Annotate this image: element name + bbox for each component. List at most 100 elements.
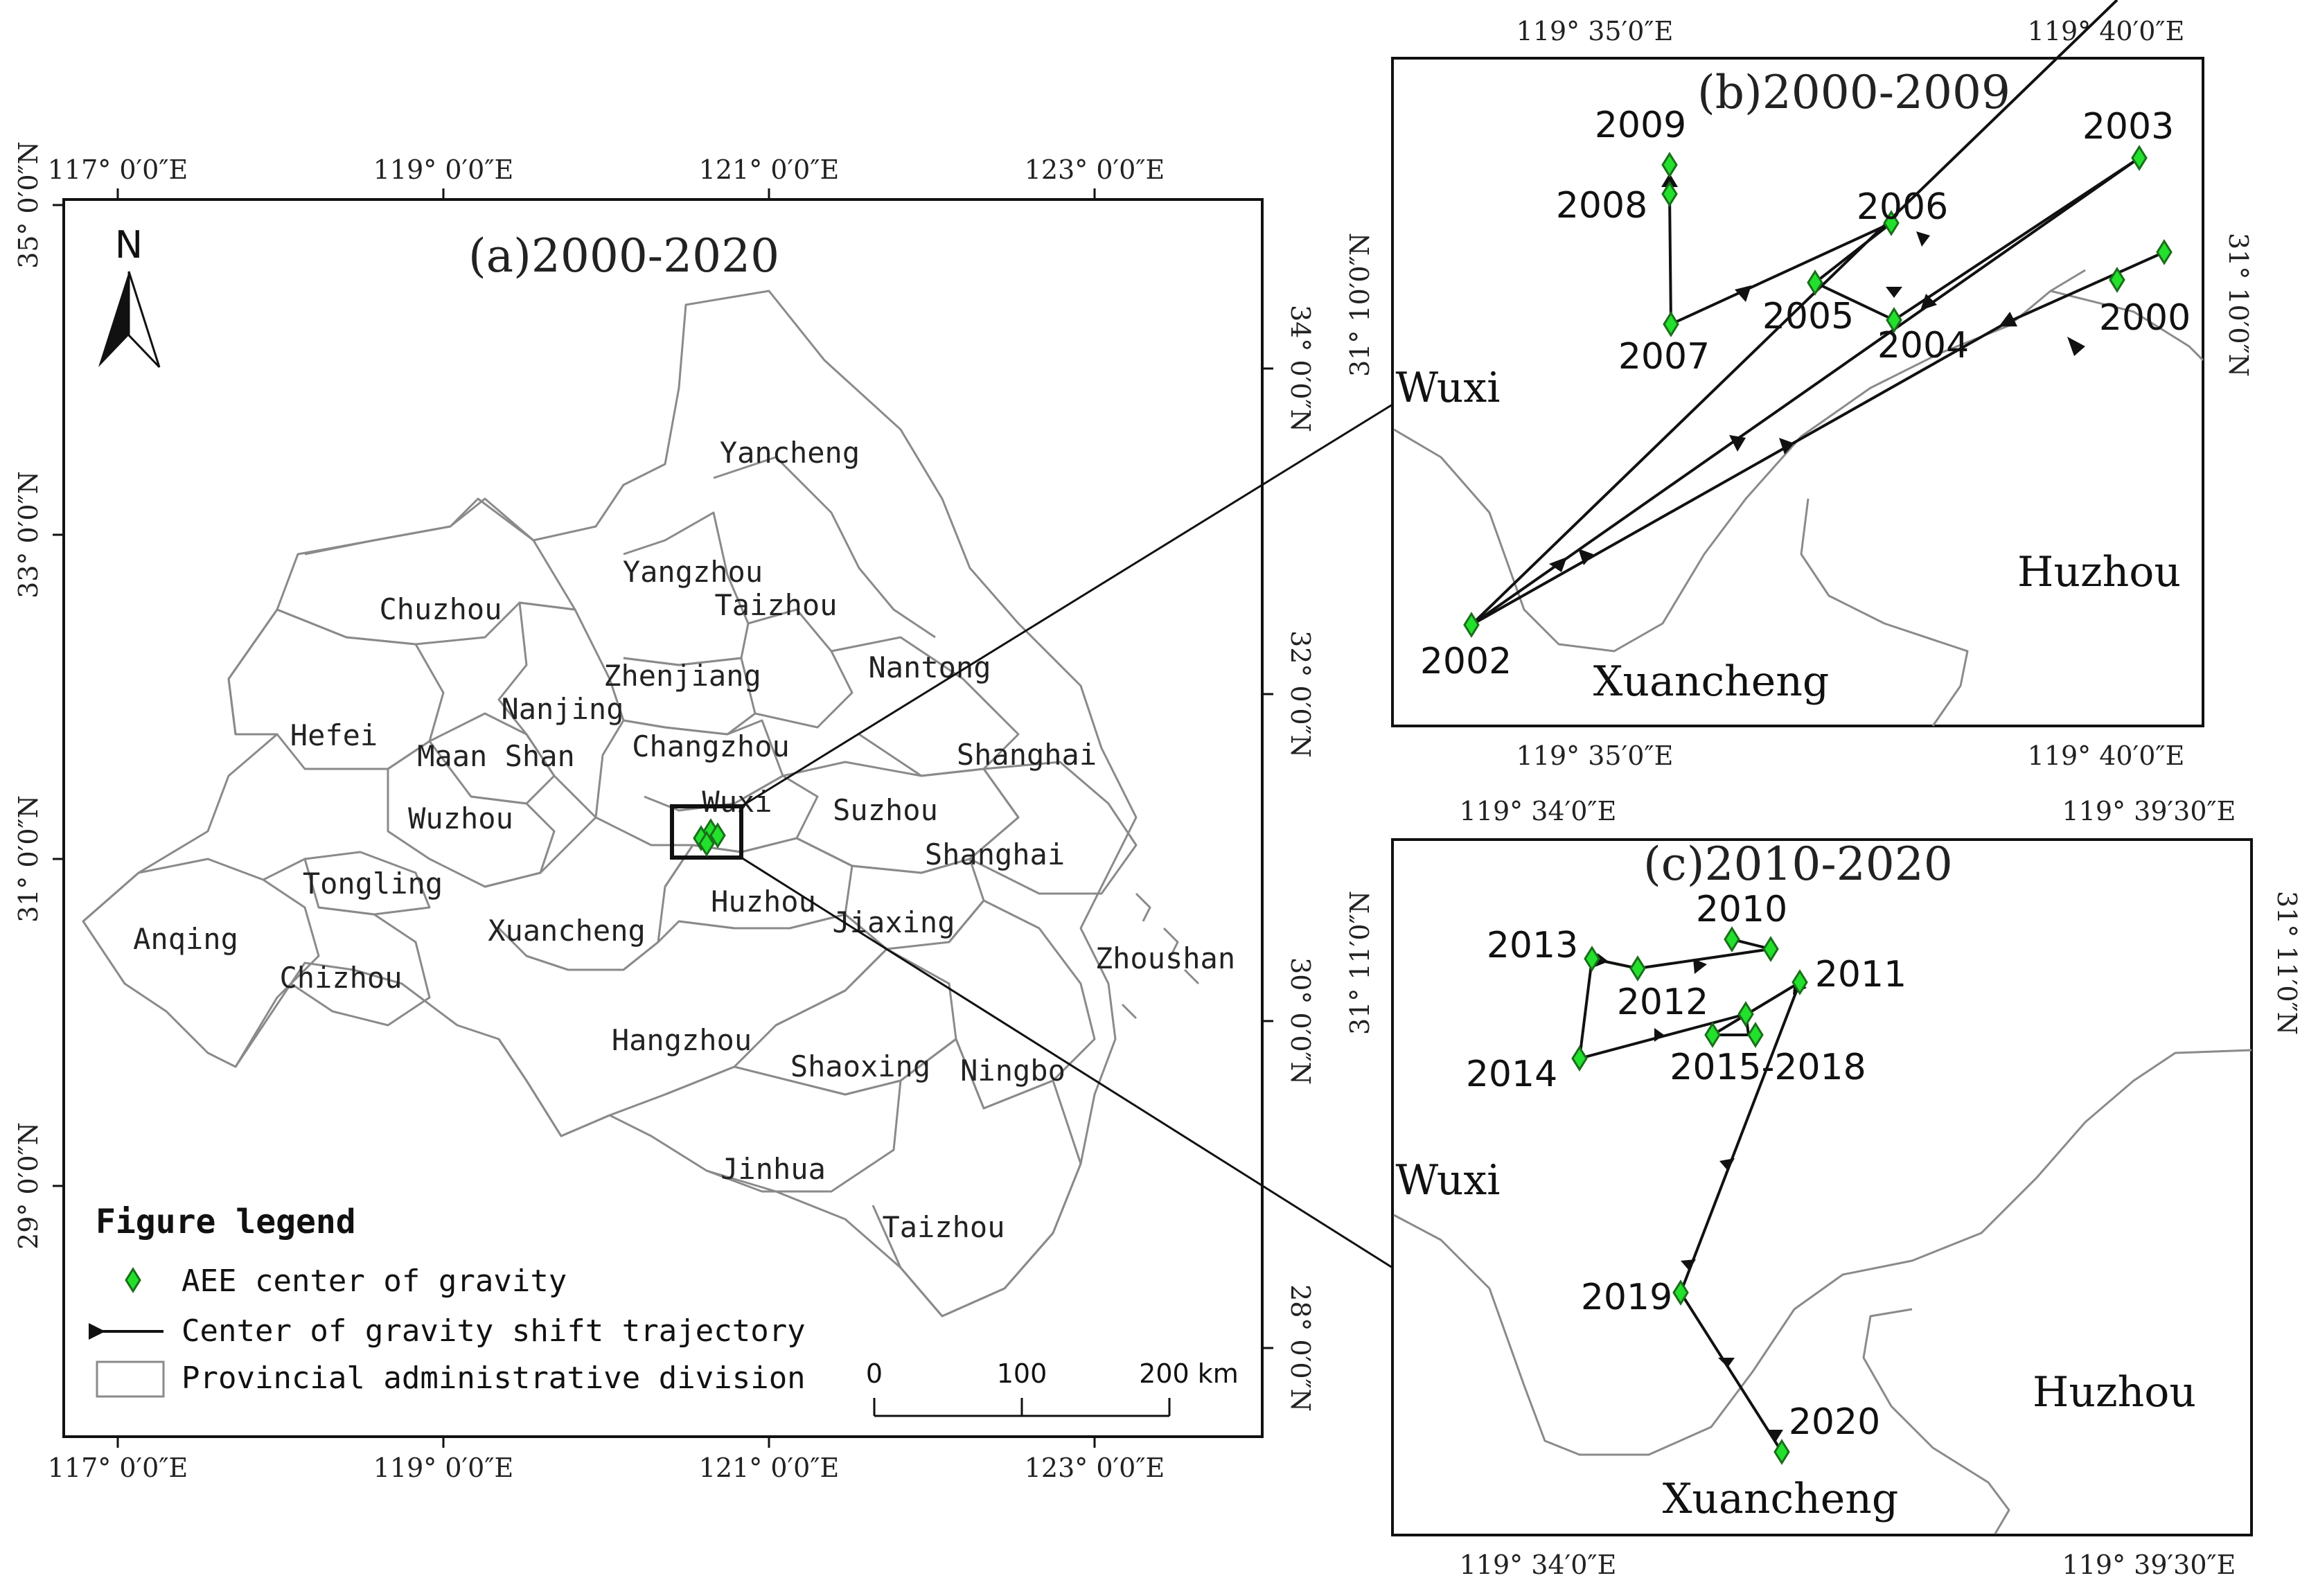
inset-c-region-wuxi: Wuxi bbox=[1396, 1156, 1501, 1205]
inset-b-lon-bottom-2: 119° 40′0″E bbox=[2028, 741, 2185, 771]
year-label: 2015-2018 bbox=[1670, 1047, 1866, 1088]
inset-b-border-1 bbox=[1393, 269, 2086, 653]
leader-line-c bbox=[741, 856, 1393, 1269]
outline-zhoushan bbox=[1121, 892, 1200, 1020]
lon-tick-bottom-4: 123° 0′0″E bbox=[1025, 1453, 1165, 1483]
inset-b-lon-bottom-1: 119° 35′0″E bbox=[1516, 741, 1674, 771]
city-label: Hangzhou bbox=[612, 1023, 752, 1057]
city-label: Zhenjiang bbox=[603, 659, 761, 693]
inset-c-lon-top-1: 119° 34′0″E bbox=[1460, 796, 1617, 826]
lon-tick-top-2: 119° 0′0″E bbox=[373, 154, 514, 185]
legend-marker-icon bbox=[125, 1268, 141, 1293]
city-label: Taizhou bbox=[714, 588, 837, 622]
scale-bar: 0 100 200 km bbox=[866, 1358, 1239, 1417]
legend-item-division: Provincial administrative division bbox=[182, 1360, 806, 1396]
main-map-title: (a)2000-2020 bbox=[468, 229, 779, 283]
north-arrow: N bbox=[98, 223, 161, 369]
city-labels: Yancheng Yangzhou Taizhou Chuzhou Nanton… bbox=[133, 436, 1235, 1244]
city-label: Chuzhou bbox=[379, 592, 502, 626]
inset-b-region-xuancheng: Xuancheng bbox=[1593, 657, 1830, 706]
lat-tick-right-2: 32° 0′0″N bbox=[1285, 630, 1316, 758]
legend-item-trajectory: Center of gravity shift trajectory bbox=[182, 1313, 806, 1349]
year-label: 2005 bbox=[1762, 296, 1854, 337]
inset-b-title: (b)2000-2009 bbox=[1697, 66, 2010, 119]
inset-c-region-xuancheng: Xuancheng bbox=[1663, 1475, 1899, 1523]
city-label: Anqing bbox=[133, 922, 238, 956]
lat-tick-left-4: 29° 0′0″N bbox=[13, 1122, 44, 1250]
city-label: Taizhou bbox=[882, 1210, 1005, 1244]
city-label: Shaoxing bbox=[790, 1049, 930, 1083]
main-map-frame bbox=[62, 198, 1264, 1438]
inset-c-border-2 bbox=[1862, 1308, 2010, 1534]
year-label: 2010 bbox=[1696, 889, 1787, 930]
outline-taizhou-s bbox=[872, 1038, 1082, 1318]
city-label: Yangzhou bbox=[623, 555, 763, 589]
legend-division-icon bbox=[96, 1360, 165, 1398]
lon-tick-top-3: 121° 0′0″E bbox=[699, 154, 840, 185]
lat-tick-left-2: 33° 0′0″N bbox=[13, 471, 44, 598]
city-label: Jinhua bbox=[720, 1152, 826, 1186]
city-label: Maan Shan bbox=[417, 739, 575, 773]
city-label: Shanghai bbox=[957, 738, 1097, 772]
scale-label-200: 200 km bbox=[1139, 1358, 1239, 1389]
inset-b-border-2 bbox=[1800, 498, 1969, 727]
main-map-ticks bbox=[53, 188, 1273, 1448]
inset-c-border-1 bbox=[1393, 1049, 2252, 1456]
outline-taizhou-n bbox=[747, 608, 853, 729]
lat-tick-right-3: 30° 0′0″N bbox=[1285, 957, 1316, 1085]
city-label: Nanjing bbox=[501, 692, 623, 726]
inset-b: 119° 35′0″E 119° 40′0″E 119° 35′0″E 119°… bbox=[1345, 0, 2254, 771]
city-label: Wuxi bbox=[702, 785, 772, 819]
inset-c-title: (c)2010-2020 bbox=[1643, 837, 1953, 891]
inset-c-lat-left: 31° 11′0″N bbox=[1345, 891, 1375, 1035]
city-label: Xuancheng bbox=[488, 914, 646, 948]
outline-anqing bbox=[82, 858, 320, 1067]
city-label: Zhoushan bbox=[1095, 941, 1235, 975]
year-label: 2008 bbox=[1556, 185, 1647, 227]
inset-c-lon-top-2: 119° 39′30″E bbox=[2062, 796, 2236, 826]
lat-tick-left-3: 31° 0′0″N bbox=[13, 795, 44, 923]
inset-b-lon-top-1: 119° 35′0″E bbox=[1516, 16, 1674, 46]
outline-chizhou bbox=[263, 858, 431, 1027]
lon-tick-bottom-1: 117° 0′0″E bbox=[48, 1453, 188, 1483]
inset-c-frame bbox=[1391, 838, 2253, 1536]
year-label: 2002 bbox=[1420, 641, 1512, 682]
city-label: Hefei bbox=[290, 718, 378, 752]
lat-tick-right-4: 28° 0′0″N bbox=[1285, 1284, 1316, 1412]
city-label: Huzhou bbox=[711, 885, 816, 919]
outline-wuzhou bbox=[387, 740, 556, 888]
main-map: 117° 0′0″E 119° 0′0″E 121° 0′0″E 123° 0′… bbox=[13, 141, 1393, 1483]
region-outlines bbox=[82, 290, 1200, 1318]
city-label: Suzhou bbox=[833, 793, 938, 827]
north-label: N bbox=[115, 223, 143, 267]
inset-c-lon-bottom-1: 119° 34′0″E bbox=[1460, 1550, 1617, 1580]
inset-b-region-wuxi: Wuxi bbox=[1396, 364, 1501, 412]
inset-c-lat-right: 31° 11′0″N bbox=[2272, 891, 2302, 1035]
zoom-extent-box bbox=[670, 804, 743, 860]
city-label: Yancheng bbox=[720, 436, 860, 470]
city-label: Ningbo bbox=[960, 1054, 1065, 1088]
inset-c-region-huzhou: Huzhou bbox=[2033, 1368, 2196, 1417]
year-label: 2013 bbox=[1487, 925, 1578, 966]
inset-c-trajectory bbox=[1578, 938, 1807, 1453]
city-label: Chizhou bbox=[279, 961, 402, 995]
year-label: 2006 bbox=[1857, 186, 1948, 228]
inset-b-trajectory bbox=[1470, 0, 2165, 626]
year-label: 2003 bbox=[2082, 106, 2174, 148]
inset-b-frame bbox=[1391, 57, 2204, 727]
year-label: 2004 bbox=[1877, 325, 1969, 366]
lon-tick-top-1: 117° 0′0″E bbox=[48, 154, 188, 185]
inset-b-lon-top-2: 119° 40′0″E bbox=[2028, 16, 2185, 46]
inset-c-lon-bottom-2: 119° 39′30″E bbox=[2062, 1550, 2236, 1580]
city-label: Jiaxing bbox=[832, 905, 955, 939]
legend-item-marker: AEE center of gravity bbox=[182, 1264, 567, 1299]
inset-b-lat-left: 31° 10′0″N bbox=[1345, 233, 1375, 377]
inset-c: 119° 34′0″E 119° 39′30″E 119° 34′0″E 119… bbox=[1345, 796, 2302, 1580]
leader-line-b bbox=[741, 403, 1393, 808]
outline-overall bbox=[82, 290, 1138, 1318]
year-label: 2014 bbox=[1466, 1054, 1557, 1095]
year-label: 2012 bbox=[1617, 982, 1708, 1023]
year-label: 2000 bbox=[2099, 297, 2191, 339]
scale-label-100: 100 bbox=[997, 1358, 1047, 1389]
city-label: Wuzhou bbox=[408, 801, 513, 835]
